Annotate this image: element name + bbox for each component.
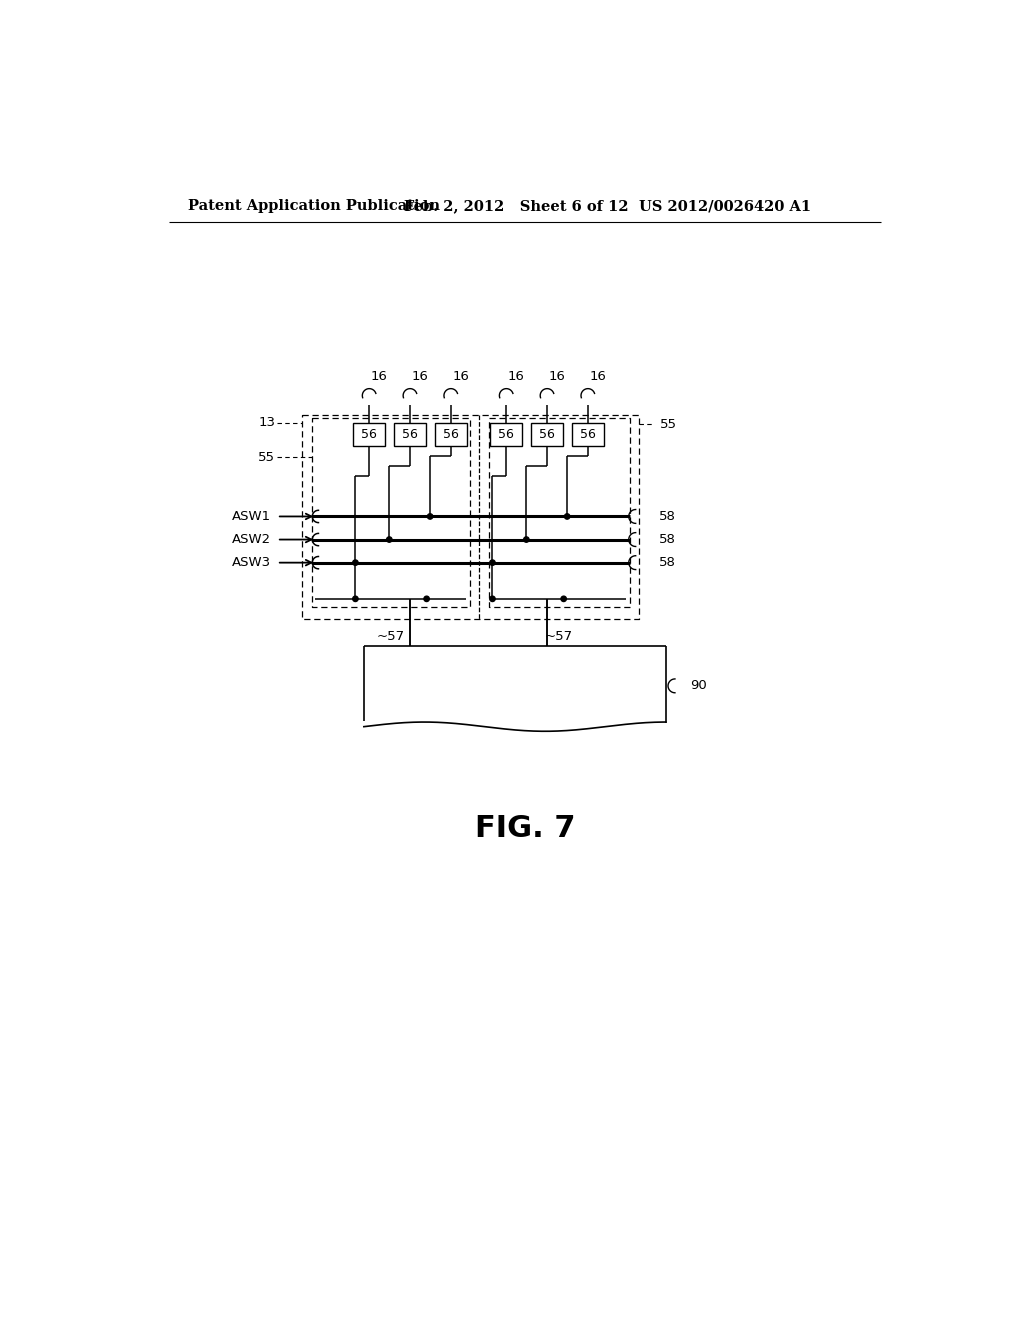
Text: 55: 55: [258, 450, 275, 463]
Text: 13: 13: [258, 416, 275, 429]
Circle shape: [387, 537, 392, 543]
Text: Feb. 2, 2012   Sheet 6 of 12: Feb. 2, 2012 Sheet 6 of 12: [403, 199, 629, 213]
Text: ASW2: ASW2: [232, 533, 271, 546]
Circle shape: [352, 597, 358, 602]
Circle shape: [427, 513, 433, 519]
Text: ~57: ~57: [377, 630, 404, 643]
Text: FIG. 7: FIG. 7: [474, 814, 575, 842]
Text: 58: 58: [658, 510, 676, 523]
Text: 56: 56: [499, 428, 514, 441]
Circle shape: [424, 597, 429, 602]
Bar: [394, 422, 426, 446]
Text: ASW1: ASW1: [232, 510, 271, 523]
Bar: [571, 422, 604, 446]
Circle shape: [523, 537, 529, 543]
Circle shape: [561, 597, 566, 602]
Text: 16: 16: [508, 370, 524, 383]
Text: 16: 16: [453, 370, 469, 383]
Text: 56: 56: [443, 428, 459, 441]
Text: 16: 16: [371, 370, 388, 383]
Text: 16: 16: [590, 370, 606, 383]
Bar: [353, 422, 385, 446]
Text: ASW3: ASW3: [232, 556, 271, 569]
Text: 58: 58: [658, 556, 676, 569]
Text: 16: 16: [412, 370, 428, 383]
Bar: [435, 422, 467, 446]
Text: 56: 56: [540, 428, 555, 441]
Text: 58: 58: [658, 533, 676, 546]
Text: 55: 55: [660, 417, 677, 430]
Circle shape: [489, 560, 496, 565]
Text: 56: 56: [402, 428, 418, 441]
Bar: [490, 422, 522, 446]
Text: 56: 56: [361, 428, 377, 441]
Circle shape: [352, 560, 358, 565]
Bar: [531, 422, 563, 446]
Circle shape: [489, 597, 496, 602]
Text: ~57: ~57: [545, 630, 573, 643]
Text: US 2012/0026420 A1: US 2012/0026420 A1: [639, 199, 811, 213]
Text: Patent Application Publication: Patent Application Publication: [188, 199, 440, 213]
Circle shape: [564, 513, 569, 519]
Text: 16: 16: [549, 370, 565, 383]
Text: 90: 90: [690, 680, 708, 693]
Text: 56: 56: [580, 428, 596, 441]
